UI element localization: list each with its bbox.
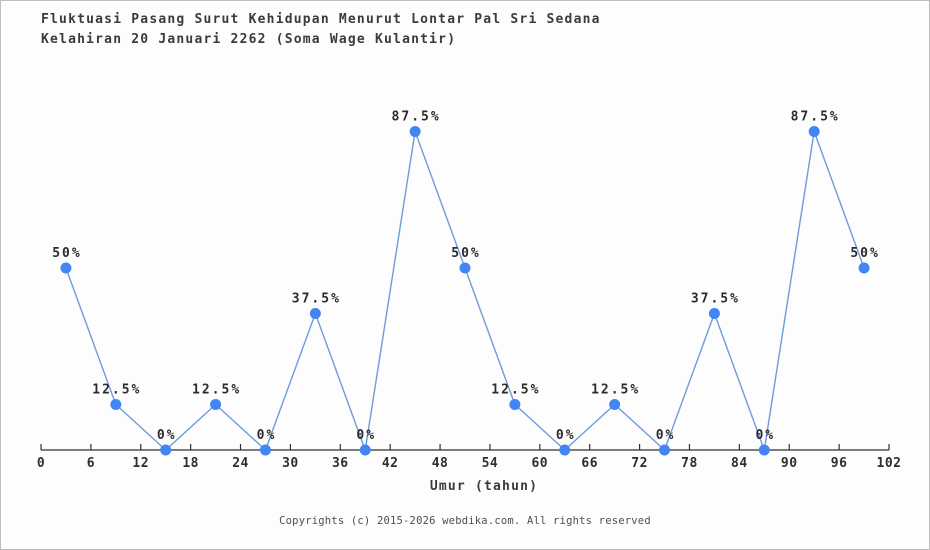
- data-point-label: 50%: [52, 246, 81, 261]
- x-axis-title: Umur (tahun): [430, 479, 538, 494]
- data-point: [858, 262, 870, 274]
- x-tick-label: 66: [581, 456, 598, 471]
- series-line: [65, 130, 865, 451]
- data-point: [708, 308, 720, 319]
- data-point: [359, 444, 371, 456]
- x-tick-label: 36: [332, 456, 349, 471]
- data-point: [609, 399, 621, 410]
- data-point: [210, 399, 222, 410]
- data-point: [509, 399, 521, 410]
- data-point-label: 0%: [257, 428, 277, 443]
- data-point: [60, 262, 72, 274]
- x-tick-label: 54: [482, 456, 499, 471]
- x-tick-label: 18: [182, 456, 199, 471]
- x-tick-label: 0: [37, 456, 45, 471]
- data-point: [309, 308, 321, 319]
- data-point: [808, 126, 820, 137]
- data-point: [559, 444, 571, 456]
- data-point: [259, 444, 271, 456]
- data-point-label: 0%: [157, 428, 177, 443]
- data-point-label: 87.5%: [392, 110, 441, 125]
- data-point-label: 87.5%: [791, 110, 840, 125]
- data-point-label: 0%: [656, 428, 676, 443]
- x-tick-label: 12: [132, 456, 149, 471]
- data-point-label: 12.5%: [591, 383, 640, 398]
- x-tick-label: 42: [382, 456, 399, 471]
- data-point-label: 0%: [356, 428, 376, 443]
- data-point-label: 12.5%: [192, 383, 241, 398]
- x-tick-label: 6: [87, 456, 95, 471]
- chart-title: Fluktuasi Pasang Surut Kehidupan Menurut…: [41, 10, 601, 50]
- data-point-label: 0%: [556, 428, 576, 443]
- chart-title-line1: Fluktuasi Pasang Surut Kehidupan Menurut…: [41, 12, 601, 27]
- data-point-label: 50%: [850, 246, 879, 261]
- x-tick-label: 102: [877, 456, 902, 471]
- data-point: [758, 444, 770, 456]
- chart-title-line2: Kelahiran 20 Januari 2262 (Soma Wage Kul…: [41, 32, 457, 47]
- x-tick-label: 78: [681, 456, 698, 471]
- x-tick-label: 96: [831, 456, 848, 471]
- data-point-label: 12.5%: [92, 383, 141, 398]
- data-point-label: 12.5%: [491, 383, 540, 398]
- data-point-label: 37.5%: [292, 292, 341, 307]
- data-point: [659, 444, 671, 456]
- data-point: [110, 399, 122, 410]
- x-tick-label: 24: [232, 456, 249, 471]
- x-tick-label: 30: [282, 456, 299, 471]
- x-tick-label: 60: [531, 456, 548, 471]
- data-point: [409, 126, 421, 137]
- data-point-label: 0%: [755, 428, 775, 443]
- x-tick-label: 90: [781, 456, 798, 471]
- copyright-text: Copyrights (c) 2015-2026 webdika.com. Al…: [279, 515, 651, 527]
- x-tick-label: 48: [432, 456, 449, 471]
- x-tick-label: 84: [731, 456, 748, 471]
- data-point: [459, 262, 471, 274]
- data-point: [160, 444, 172, 456]
- x-tick-label: 72: [631, 456, 648, 471]
- data-point-label: 50%: [451, 246, 480, 261]
- data-point-label: 37.5%: [691, 292, 740, 307]
